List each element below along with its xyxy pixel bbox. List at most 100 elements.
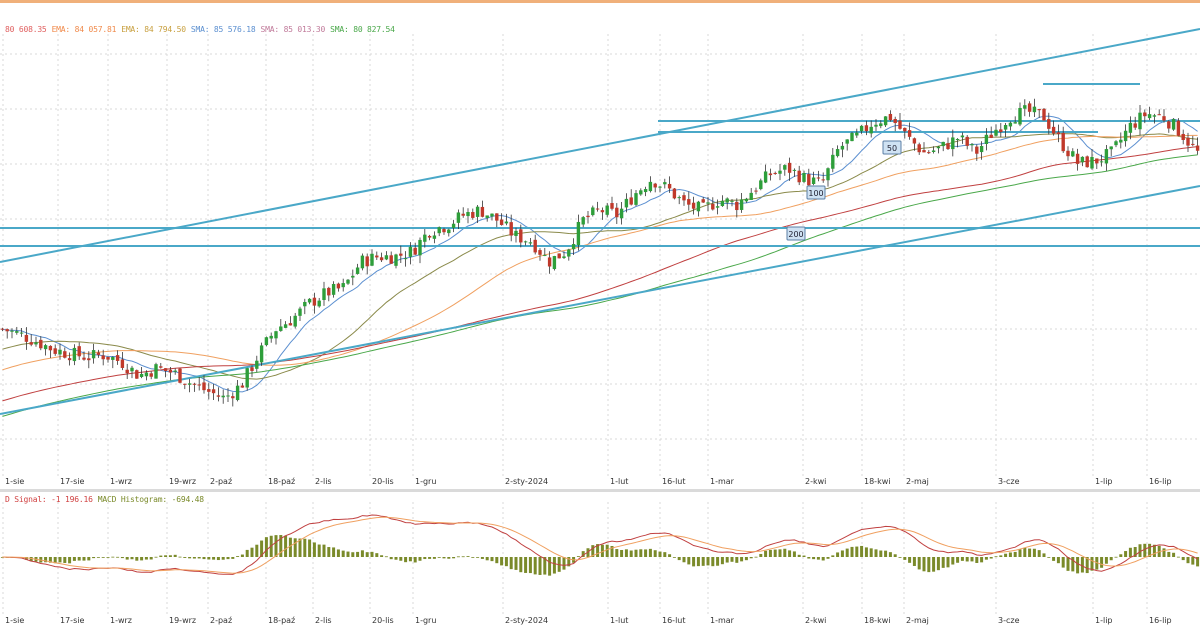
macd-histogram-bar [816,557,820,560]
legend-item-label: D Signal: [5,495,47,504]
macd-histogram-bar [1128,547,1132,557]
macd-histogram-bar [1176,556,1180,558]
x-tick-label: 16-lip [1149,616,1172,625]
candle [1147,106,1152,121]
macd-histogram-bar [908,557,912,563]
macd-histogram-bar [312,542,316,557]
candle [269,332,273,343]
candle [1123,124,1128,147]
candle [840,141,845,158]
macd-histogram-bar [716,557,720,566]
macd-histogram-bar [519,557,523,573]
macd-histogram-bar [783,548,787,557]
macd-histogram-bar [620,549,624,557]
candle [1095,158,1099,170]
macd-histogram-bar [380,555,384,557]
candle [231,392,235,407]
candle [759,178,763,191]
macd-histogram-bar [884,550,888,557]
macd-histogram-bar [509,557,513,570]
macd-histogram-bar [1028,548,1032,557]
candle [989,126,993,139]
macd-histogram-bar [1056,557,1060,564]
candle [591,205,595,217]
candle [456,209,461,229]
macd-histogram-bar [1076,557,1080,574]
macd-histogram-bar [413,557,417,563]
candle [874,119,878,132]
macd-histogram-bar [236,556,240,557]
macd-histogram-bar [1138,544,1142,557]
candle [1075,148,1080,171]
macd-histogram-bar [504,557,508,567]
candle [528,238,533,246]
candle [931,146,936,154]
macd-histogram-bar [207,557,211,560]
macd-line [2,514,1198,575]
candle [418,237,422,264]
candle [240,382,245,388]
macd-histogram-bar [432,557,436,559]
candle [423,228,427,248]
candle [499,213,504,226]
macd-histogram-bar [101,557,105,558]
macd-histogram-bar [298,538,302,557]
macd-chart-pane[interactable]: 1-sie 17-sie 1-wrz 19-wrz 2-paź 18-paź 2-lis 20… [0,492,1200,630]
candle [826,167,830,187]
macd-histogram-bar [140,557,144,561]
macd-histogram-bar [1037,550,1041,557]
macd-histogram-bar [1143,543,1147,557]
macd-histogram-bar [164,555,168,557]
candle [10,328,14,339]
macd-histogram-bar [394,557,398,560]
macd-histogram-bar [1119,554,1123,557]
candle [5,328,9,339]
macd-histogram-bar [226,557,230,560]
macd-histogram-bar [629,550,633,557]
candle [711,197,715,211]
macd-histogram-bar [495,557,499,564]
trend-channel[interactable] [0,28,1200,415]
candle [1138,104,1142,136]
candle [274,330,278,345]
x-tick-label: 2-paź [210,477,232,486]
candle [437,226,441,237]
candle [216,387,221,402]
candle [514,227,518,243]
macd-histogram-bar [423,557,427,560]
macd-histogram-bar [562,557,566,570]
candle [298,306,302,322]
candle [341,278,345,292]
macd-histogram-bar [360,550,364,557]
macd-histogram-bar [389,557,393,560]
candle [946,137,950,151]
candle [783,164,787,176]
candle [1056,124,1061,143]
candle [1008,121,1013,131]
macd-histogram-bar [768,549,772,557]
horizontal-levels[interactable] [0,83,1200,247]
candle [144,370,149,381]
macd-histogram-bar [399,557,403,561]
macd-signal-line [2,516,1198,574]
channel-lower-line[interactable] [0,185,1200,415]
candle [1186,132,1190,152]
candle [317,297,321,308]
macd-histogram-bar [404,557,408,563]
candle [595,201,600,212]
macd-histogram-bar [476,557,480,558]
candle [1109,146,1113,157]
candle [336,282,341,292]
x-tick-label: 17-sie [60,477,84,486]
candle [77,342,81,360]
macd-histogram-bar [341,550,345,557]
macd-histogram-bar [605,544,609,557]
candle [1176,118,1181,137]
channel-upper-line[interactable] [0,28,1200,263]
pane-divider[interactable] [0,489,1200,492]
candle [547,251,552,274]
candle [1152,113,1157,124]
macd-histogram-bar [860,545,864,557]
candle [351,269,355,286]
price-chart-pane[interactable]: 50 100 200 1-sie 17-sie 1-wrz 19-wrz 2-paź 18-pa… [0,4,1200,489]
